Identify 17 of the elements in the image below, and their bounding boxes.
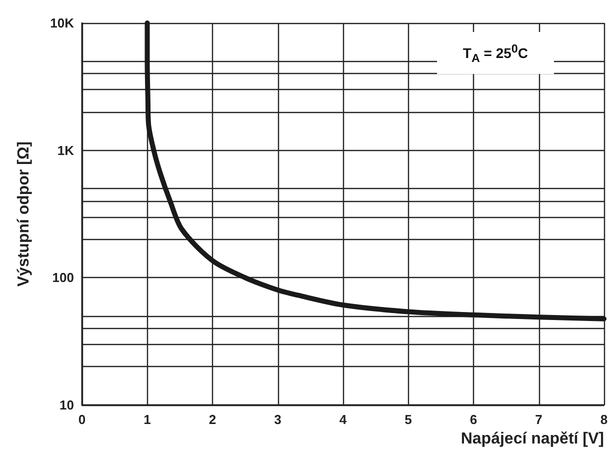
- y-axis-title: Výstupní odpor [Ω]: [16, 141, 32, 287]
- x-tick-label: 7: [535, 412, 542, 427]
- x-axis-title: Napájecí napětí [V]: [460, 430, 604, 448]
- y-tick-label: 100: [52, 270, 74, 286]
- y-tick-label: 10K: [50, 16, 75, 30]
- x-tick-label: 2: [208, 412, 216, 427]
- x-tick-label: 3: [274, 412, 282, 427]
- x-tick-label: 6: [470, 412, 478, 427]
- annotation: T$_{A}$ = 25$^{0}$C: [462, 42, 528, 64]
- x-tick-label: 0: [78, 412, 86, 427]
- x-tick-label: 5: [404, 412, 412, 427]
- note-box: T$_{A}$ = 25$^{0}$C: [436, 32, 554, 74]
- y-tick-label: 10: [60, 398, 74, 412]
- x-tick-label: 8: [600, 412, 608, 427]
- y-tick-label: 1K: [57, 142, 75, 158]
- x-tick-label: 1: [144, 412, 151, 427]
- x-tick-label: 4: [339, 412, 348, 427]
